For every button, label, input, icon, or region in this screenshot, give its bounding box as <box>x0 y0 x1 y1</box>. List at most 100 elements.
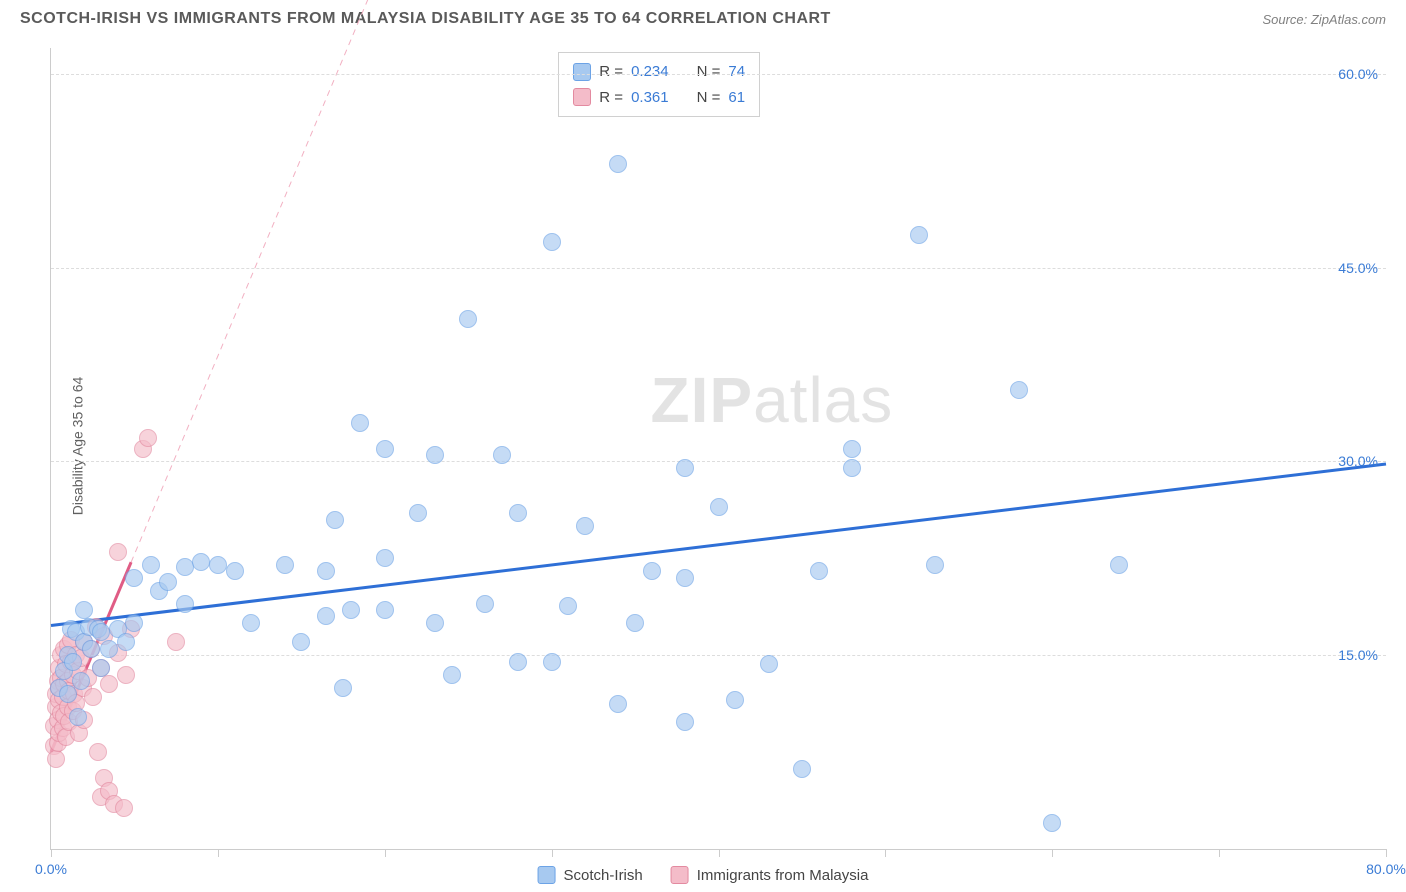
scatter-point-scotch-irish <box>676 459 694 477</box>
gridline-h <box>51 268 1386 269</box>
scatter-point-malaysia <box>117 666 135 684</box>
legend-item: Scotch-Irish <box>538 866 643 884</box>
scatter-point-scotch-irish <box>334 679 352 697</box>
bottom-legend: Scotch-Irish Immigrants from Malaysia <box>538 866 869 884</box>
xtick <box>385 849 386 857</box>
scatter-point-scotch-irish <box>726 691 744 709</box>
scatter-point-scotch-irish <box>443 666 461 684</box>
scatter-point-scotch-irish <box>409 504 427 522</box>
swatch-icon <box>573 63 591 81</box>
scatter-point-scotch-irish <box>317 562 335 580</box>
scatter-point-scotch-irish <box>609 695 627 713</box>
stats-row: R =0.361N =61 <box>573 85 745 111</box>
scatter-point-scotch-irish <box>242 614 260 632</box>
ytick-label: 60.0% <box>1338 66 1378 82</box>
scatter-point-scotch-irish <box>75 601 93 619</box>
scatter-point-scotch-irish <box>159 573 177 591</box>
scatter-point-scotch-irish <box>676 713 694 731</box>
scatter-point-scotch-irish <box>426 446 444 464</box>
scatter-point-scotch-irish <box>793 760 811 778</box>
scatter-point-scotch-irish <box>509 504 527 522</box>
stats-row: R =0.234N =74 <box>573 59 745 85</box>
scatter-point-scotch-irish <box>176 595 194 613</box>
scatter-point-scotch-irish <box>543 653 561 671</box>
scatter-point-scotch-irish <box>376 440 394 458</box>
scatter-point-malaysia <box>100 675 118 693</box>
scatter-point-scotch-irish <box>69 708 87 726</box>
scatter-point-scotch-irish <box>64 653 82 671</box>
scatter-point-scotch-irish <box>643 562 661 580</box>
scatter-point-scotch-irish <box>92 659 110 677</box>
scatter-chart: ZIPatlas R =0.234N =74R =0.361N =61 15.0… <box>50 48 1386 850</box>
trend-lines-svg <box>51 48 1386 849</box>
scatter-point-scotch-irish <box>100 640 118 658</box>
xtick <box>218 849 219 857</box>
legend-label: Immigrants from Malaysia <box>697 867 869 884</box>
scatter-point-scotch-irish <box>192 553 210 571</box>
scatter-point-scotch-irish <box>1110 556 1128 574</box>
swatch-icon <box>538 866 556 884</box>
scatter-point-scotch-irish <box>609 155 627 173</box>
r-label: R = <box>599 59 623 85</box>
scatter-point-malaysia <box>167 633 185 651</box>
scatter-point-scotch-irish <box>125 614 143 632</box>
trend-line <box>131 0 418 562</box>
xtick-label: 0.0% <box>35 861 67 877</box>
scatter-point-scotch-irish <box>176 558 194 576</box>
scatter-point-scotch-irish <box>117 633 135 651</box>
scatter-point-malaysia <box>89 743 107 761</box>
xtick <box>552 849 553 857</box>
scatter-point-scotch-irish <box>509 653 527 671</box>
gridline-h <box>51 74 1386 75</box>
scatter-point-scotch-irish <box>292 633 310 651</box>
stats-box: R =0.234N =74R =0.361N =61 <box>558 52 760 117</box>
ytick-label: 45.0% <box>1338 260 1378 276</box>
ytick-label: 30.0% <box>1338 453 1378 469</box>
scatter-point-malaysia <box>47 750 65 768</box>
xtick <box>885 849 886 857</box>
r-value: 0.361 <box>631 85 669 111</box>
legend-label: Scotch-Irish <box>564 867 643 884</box>
scatter-point-scotch-irish <box>910 226 928 244</box>
n-value: 74 <box>728 59 745 85</box>
scatter-point-scotch-irish <box>125 569 143 587</box>
scatter-point-scotch-irish <box>317 607 335 625</box>
n-value: 61 <box>728 85 745 111</box>
scatter-point-scotch-irish <box>376 549 394 567</box>
scatter-point-scotch-irish <box>426 614 444 632</box>
xtick <box>51 849 52 857</box>
scatter-point-scotch-irish <box>760 655 778 673</box>
scatter-point-scotch-irish <box>493 446 511 464</box>
xtick <box>719 849 720 857</box>
scatter-point-scotch-irish <box>142 556 160 574</box>
scatter-point-malaysia <box>139 429 157 447</box>
trend-line <box>51 464 1386 625</box>
scatter-point-scotch-irish <box>376 601 394 619</box>
xtick-label: 80.0% <box>1366 861 1406 877</box>
scatter-point-scotch-irish <box>843 459 861 477</box>
scatter-point-scotch-irish <box>342 601 360 619</box>
scatter-point-malaysia <box>115 799 133 817</box>
scatter-point-scotch-irish <box>276 556 294 574</box>
swatch-icon <box>573 88 591 106</box>
scatter-point-scotch-irish <box>543 233 561 251</box>
scatter-point-scotch-irish <box>72 672 90 690</box>
gridline-h <box>51 655 1386 656</box>
ytick-label: 15.0% <box>1338 647 1378 663</box>
scatter-point-scotch-irish <box>351 414 369 432</box>
r-value: 0.234 <box>631 59 669 85</box>
scatter-point-scotch-irish <box>926 556 944 574</box>
scatter-point-scotch-irish <box>209 556 227 574</box>
n-label: N = <box>697 85 721 111</box>
scatter-point-malaysia <box>84 688 102 706</box>
scatter-point-scotch-irish <box>559 597 577 615</box>
scatter-point-scotch-irish <box>459 310 477 328</box>
scatter-point-scotch-irish <box>82 640 100 658</box>
scatter-point-scotch-irish <box>326 511 344 529</box>
scatter-point-scotch-irish <box>476 595 494 613</box>
swatch-icon <box>671 866 689 884</box>
chart-title: SCOTCH-IRISH VS IMMIGRANTS FROM MALAYSIA… <box>20 10 831 28</box>
scatter-point-scotch-irish <box>576 517 594 535</box>
chart-header: SCOTCH-IRISH VS IMMIGRANTS FROM MALAYSIA… <box>0 0 1406 34</box>
gridline-h <box>51 461 1386 462</box>
